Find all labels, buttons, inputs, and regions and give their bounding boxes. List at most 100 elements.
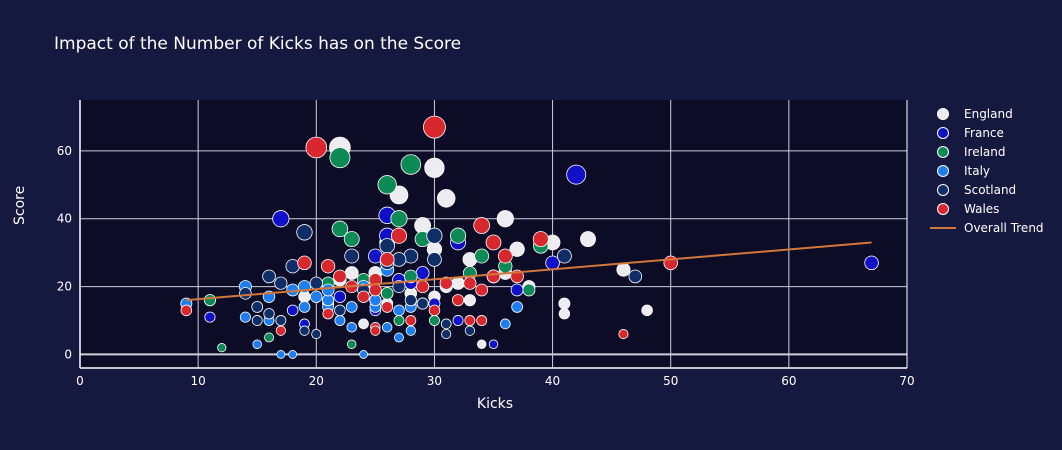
legend-item-wales[interactable]: Wales xyxy=(930,199,1044,218)
point-france[interactable] xyxy=(272,210,290,228)
point-england[interactable] xyxy=(558,308,571,320)
point-scotland[interactable] xyxy=(379,238,395,254)
point-ireland[interactable] xyxy=(450,227,467,244)
point-wales[interactable] xyxy=(180,304,193,317)
point-france[interactable] xyxy=(566,164,587,185)
point-wales[interactable] xyxy=(464,315,476,326)
point-wales[interactable] xyxy=(297,255,312,271)
point-england[interactable] xyxy=(496,210,514,228)
point-wales[interactable] xyxy=(486,269,501,284)
point-scotland[interactable] xyxy=(334,304,346,317)
point-scotland[interactable] xyxy=(441,329,452,340)
legend-item-italy[interactable]: Italy xyxy=(930,161,1044,180)
point-italy[interactable] xyxy=(334,315,346,326)
point-england[interactable] xyxy=(437,189,456,208)
point-wales[interactable] xyxy=(485,234,502,251)
point-ireland[interactable] xyxy=(347,339,357,349)
point-italy[interactable] xyxy=(252,339,262,349)
point-scotland[interactable] xyxy=(344,248,360,264)
point-scotland[interactable] xyxy=(239,287,252,300)
point-scotland[interactable] xyxy=(464,325,476,336)
point-ireland[interactable] xyxy=(393,315,405,326)
point-italy[interactable] xyxy=(288,350,298,359)
point-wales[interactable] xyxy=(497,248,513,264)
point-england[interactable] xyxy=(463,294,476,307)
point-scotland[interactable] xyxy=(296,224,313,241)
point-scotland[interactable] xyxy=(556,248,572,264)
point-france[interactable] xyxy=(488,339,499,349)
point-scotland[interactable] xyxy=(392,280,406,294)
point-wales[interactable] xyxy=(451,294,465,307)
point-scotland[interactable] xyxy=(426,227,443,244)
point-england[interactable] xyxy=(451,276,465,290)
point-ireland[interactable] xyxy=(390,210,408,228)
point-scotland[interactable] xyxy=(309,276,323,290)
point-ireland[interactable] xyxy=(428,315,440,326)
point-scotland[interactable] xyxy=(251,315,263,326)
point-france[interactable] xyxy=(333,290,347,303)
point-england[interactable] xyxy=(424,157,445,178)
point-wales[interactable] xyxy=(370,325,381,336)
point-wales[interactable] xyxy=(379,252,395,267)
point-france[interactable] xyxy=(286,304,299,317)
point-italy[interactable] xyxy=(239,311,251,323)
point-wales[interactable] xyxy=(357,290,370,303)
point-england[interactable] xyxy=(358,318,369,330)
point-scotland[interactable] xyxy=(404,294,417,307)
point-italy[interactable] xyxy=(359,350,368,359)
point-wales[interactable] xyxy=(439,276,453,290)
legend-item-france[interactable]: France xyxy=(930,123,1044,142)
point-ireland[interactable] xyxy=(264,332,274,343)
point-wales[interactable] xyxy=(405,315,417,326)
point-england[interactable] xyxy=(344,266,359,280)
point-italy[interactable] xyxy=(393,304,405,317)
point-england[interactable] xyxy=(509,241,525,257)
point-wales[interactable] xyxy=(416,280,430,294)
point-italy[interactable] xyxy=(499,318,511,330)
point-france[interactable] xyxy=(415,266,430,280)
point-wales[interactable] xyxy=(275,325,286,336)
point-ireland[interactable] xyxy=(343,231,360,248)
point-wales[interactable] xyxy=(320,259,336,274)
point-wales[interactable] xyxy=(322,308,334,320)
point-ireland[interactable] xyxy=(400,154,422,175)
point-wales[interactable] xyxy=(368,283,382,297)
legend-item-overall-trend[interactable]: Overall Trend xyxy=(930,218,1044,237)
point-scotland[interactable] xyxy=(263,308,275,320)
point-scotland[interactable] xyxy=(275,315,287,326)
point-france[interactable] xyxy=(204,311,216,323)
point-scotland[interactable] xyxy=(440,318,452,330)
point-ireland[interactable] xyxy=(203,294,217,307)
point-wales[interactable] xyxy=(390,227,408,244)
legend-item-england[interactable]: England xyxy=(930,104,1044,123)
legend-item-scotland[interactable]: Scotland xyxy=(930,180,1044,199)
point-ireland[interactable] xyxy=(377,175,397,195)
point-england[interactable] xyxy=(558,297,571,310)
point-wales[interactable] xyxy=(423,115,446,139)
point-wales[interactable] xyxy=(381,301,394,313)
point-scotland[interactable] xyxy=(416,297,429,310)
point-france[interactable] xyxy=(510,283,524,297)
point-italy[interactable] xyxy=(394,332,404,343)
point-italy[interactable] xyxy=(511,301,523,313)
point-ireland[interactable] xyxy=(331,220,349,238)
point-wales[interactable] xyxy=(473,217,491,234)
point-italy[interactable] xyxy=(276,350,286,359)
point-scotland[interactable] xyxy=(251,301,264,313)
point-england[interactable] xyxy=(641,304,653,317)
point-italy[interactable] xyxy=(381,322,393,333)
point-wales[interactable] xyxy=(463,276,477,290)
point-ireland[interactable] xyxy=(474,248,490,264)
point-wales[interactable] xyxy=(428,304,441,317)
point-ireland[interactable] xyxy=(217,343,227,353)
point-ireland[interactable] xyxy=(403,269,418,284)
point-scotland[interactable] xyxy=(427,252,442,267)
point-scotland[interactable] xyxy=(262,269,276,284)
point-wales[interactable] xyxy=(305,136,328,159)
point-france[interactable] xyxy=(452,315,464,326)
point-italy[interactable] xyxy=(310,290,323,303)
point-scotland[interactable] xyxy=(299,325,310,336)
point-italy[interactable] xyxy=(405,325,416,336)
point-scotland[interactable] xyxy=(285,259,300,274)
point-ireland[interactable] xyxy=(329,147,351,169)
